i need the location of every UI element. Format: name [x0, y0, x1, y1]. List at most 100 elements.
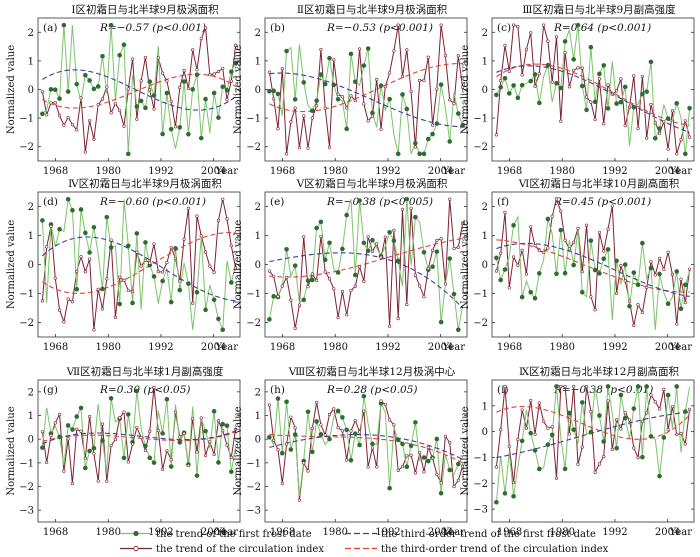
circulation-point	[456, 54, 460, 58]
correlation-stat: R=0.45 (p<0.001)	[553, 196, 651, 208]
series-first-frost-line	[41, 390, 237, 476]
circulation-point	[49, 101, 53, 105]
x-tick-label: 1968	[270, 342, 295, 353]
circulation-point	[370, 114, 375, 118]
circulation-point	[653, 400, 657, 404]
circulation-point	[284, 152, 289, 156]
first-frost-point	[267, 317, 272, 322]
y-tick-label: 1	[482, 231, 488, 242]
first-frost-point	[395, 151, 401, 157]
y-tick-label: 2	[28, 387, 34, 398]
y-tick-label: 0	[28, 85, 34, 96]
first-frost-point	[173, 246, 178, 251]
circulation-point	[62, 123, 66, 127]
circulation-point	[396, 468, 400, 472]
circulation-point	[448, 98, 452, 102]
circulation-point	[96, 287, 100, 291]
circulation-point	[178, 435, 182, 439]
first-frost-point	[318, 219, 324, 225]
first-frost-point	[121, 42, 127, 48]
circulation-point	[375, 77, 379, 82]
circulation-point	[507, 444, 511, 449]
circulation-point	[139, 435, 143, 440]
circulation-point	[212, 72, 216, 76]
circulation-point	[327, 145, 332, 149]
first-frost-point	[322, 81, 328, 87]
x-tick-label: 1992	[148, 166, 173, 177]
circulation-point	[100, 97, 105, 101]
plot-area	[40, 385, 238, 486]
first-frost-point	[91, 86, 97, 92]
first-frost-point	[340, 246, 345, 252]
correlation-stat: R=−0.38 (p<0.01)	[553, 384, 653, 396]
y-tick-label: −1	[473, 453, 488, 464]
circulation-point	[400, 74, 405, 78]
x-tick-label: 2004	[428, 166, 453, 177]
circulation-point	[388, 324, 392, 328]
legend-label: the trend of the circulation index	[156, 544, 324, 555]
first-frost-point	[216, 460, 221, 465]
first-frost-point	[87, 250, 92, 255]
first-frost-point	[627, 303, 632, 309]
circulation-point	[152, 242, 156, 246]
first-frost-point	[177, 440, 183, 445]
first-frost-point	[220, 421, 226, 427]
first-frost-point	[78, 207, 84, 212]
first-frost-point	[348, 457, 354, 463]
x-tick-label: 1968	[43, 342, 68, 353]
circulation-point	[173, 125, 178, 129]
first-frost-point	[601, 439, 607, 444]
circulation-point	[289, 120, 293, 124]
first-frost-point	[657, 271, 662, 277]
circulation-point	[563, 384, 567, 389]
first-frost-point	[177, 287, 183, 293]
first-frost-point	[614, 101, 619, 106]
circulation-point	[212, 270, 216, 274]
circulation-point	[143, 55, 148, 60]
first-frost-point	[537, 466, 542, 472]
circulation-point	[499, 428, 503, 432]
circulation-point	[606, 83, 610, 87]
y-tick-label: 1	[28, 231, 34, 242]
series-circulation-line	[41, 199, 237, 330]
circulation-point	[675, 322, 679, 326]
first-frost-point	[352, 79, 358, 85]
circulation-point	[225, 98, 229, 102]
circulation-point	[79, 429, 83, 433]
first-frost-point	[635, 384, 641, 389]
first-frost-point	[78, 405, 84, 411]
circulation-point	[191, 417, 195, 421]
first-frost-point	[545, 62, 551, 68]
first-frost-point	[640, 240, 645, 246]
first-frost-point	[134, 104, 140, 109]
y-tick-label: 0	[28, 435, 34, 446]
first-frost-point	[665, 116, 671, 121]
first-frost-point	[91, 224, 97, 230]
circulation-point	[53, 421, 57, 425]
circulation-point	[118, 416, 122, 420]
circulation-point	[520, 73, 524, 77]
panel-label: (c)	[497, 22, 511, 34]
x-tick-label: 1968	[497, 527, 522, 538]
x-tick-label: 1992	[602, 527, 627, 538]
first-frost-point	[601, 63, 607, 68]
y-tick-label: 0	[482, 427, 488, 438]
circulation-point	[675, 152, 679, 156]
y-tick-label: 1	[255, 411, 261, 422]
first-frost-point	[665, 301, 671, 307]
first-frost-point	[447, 139, 453, 144]
first-frost-point	[674, 101, 680, 106]
first-frost-point	[622, 262, 628, 267]
y-tick-label: 1	[255, 56, 261, 67]
circulation-point	[589, 295, 593, 299]
circulation-point	[280, 67, 284, 71]
circulation-point	[615, 89, 619, 93]
circulation-point	[683, 442, 687, 446]
panel-8: Ⅷ区初霜日与北半球12月极涡中心 −3 −2 −1 0 1 2 1968 1980 1992 200…	[233, 365, 468, 538]
first-frost-point	[335, 96, 341, 102]
series-circulation-fit	[269, 237, 463, 278]
first-frost-point	[143, 443, 148, 449]
first-frost-point	[588, 429, 594, 435]
y-tick-label: −2	[473, 142, 488, 153]
